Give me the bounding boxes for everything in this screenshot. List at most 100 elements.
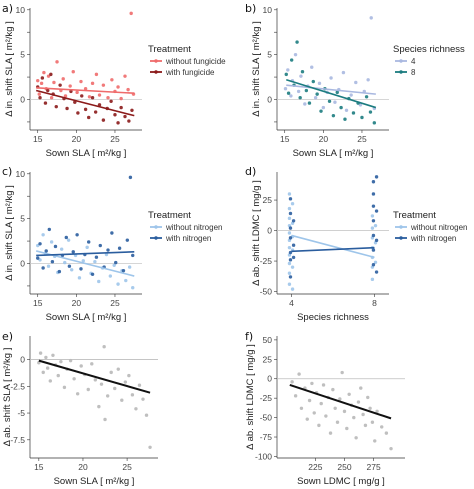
data-point [297,372,301,376]
data-point [128,175,133,180]
data-point [371,263,376,267]
data-point [71,250,75,254]
data-point [49,72,53,77]
y-tick-label: 50 [263,335,273,345]
data-point [370,420,375,424]
regression-line [289,384,392,420]
data-point [38,351,43,355]
data-point [44,355,48,360]
data-point [90,362,94,366]
data-point [290,287,295,291]
data-point [40,76,45,80]
data-point [55,60,59,64]
data-point [65,106,69,111]
data-point [373,260,378,264]
y-tick-label: -5 [17,408,25,418]
y-tick-label: 25 [263,195,273,205]
data-point [109,99,113,103]
data-point [341,70,346,75]
data-point [59,247,64,251]
data-point [41,266,45,270]
data-point [299,406,304,410]
data-point [299,74,303,78]
panel-b: b) 15 20 25 0 5 10 Sown SLA [ m²/kg ] Δ in. shif… [245,2,465,159]
data-point [62,385,67,390]
legend-item-label: without fungicide [165,57,226,66]
data-point [127,119,131,123]
data-point [287,231,292,235]
data-point [121,268,126,273]
legend: Treatment without nitrogen with nitrogen [393,210,467,243]
data-point [361,412,365,417]
data-point [110,231,114,235]
y-tick-label: 0 [20,355,25,365]
data-point [343,117,347,121]
regression-line [291,246,375,253]
y-axis-title: Δ in. shift SLA [ m²/kg ] [4,185,15,281]
data-point [345,426,349,431]
data-point [114,260,118,265]
regression-line [36,251,135,257]
regression-line [35,89,135,117]
x-tick-label: 25 [357,134,367,144]
data-point [56,373,60,378]
data-point [94,255,99,259]
data-point [53,244,58,249]
legend-key-point [399,236,403,240]
legend-item-label: with fungicide [165,68,215,77]
data-point [288,250,293,255]
panel-e: e) 15 20 25 -7.5 -5 -2.5 0 Sown SLA [ m²/kg ] Δ a… [2,330,158,487]
y-axis-title: Δ in. shift SLA [ m²/kg ] [4,21,15,117]
data-point [127,265,132,269]
data-point [117,246,122,250]
data-point [79,267,83,271]
data-point [374,270,379,274]
data-point [288,258,293,262]
data-point [106,96,110,100]
data-point [66,238,71,242]
data-point [371,219,376,223]
x-axis-title: Sown SLA [ m²/kg ] [46,148,127,159]
data-point [310,381,314,386]
data-point [286,91,291,95]
data-point [43,101,48,105]
data-point [47,227,52,232]
data-point [46,88,50,93]
data-point [110,78,114,82]
data-point [48,379,53,383]
data-point [354,436,358,440]
data-point [317,81,322,86]
data-point [305,417,309,421]
data-point [356,400,361,404]
legend-item-label: without nitrogen [410,223,467,232]
data-point [41,370,45,375]
data-point [374,175,379,179]
panel-label: f) [245,330,253,343]
data-point [368,406,372,410]
data-point [131,253,135,258]
data-point [291,255,296,260]
data-point [49,96,54,100]
data-point [101,83,106,87]
legend-key-point [399,70,403,74]
data-point [39,81,44,86]
panel-d: d) 4 8 -50 -25 0 25 Species richness Δ ab. shift… [245,165,467,323]
data-point [127,373,131,378]
data-point [319,401,323,406]
data-point [59,359,63,364]
x-axis-title: Species richness [297,312,369,323]
data-point [310,65,314,69]
data-point [288,211,293,216]
data-point [52,80,56,85]
data-point [116,282,120,286]
data-point [287,192,292,196]
data-point [83,107,88,112]
x-axis-title: Sown SLA [ m²/kg ] [293,148,374,159]
legend-key-point [154,59,158,63]
data-point [335,90,339,95]
data-point [93,110,98,114]
data-point [113,113,117,117]
x-tick-label: 4 [289,298,294,308]
data-point [284,72,288,77]
